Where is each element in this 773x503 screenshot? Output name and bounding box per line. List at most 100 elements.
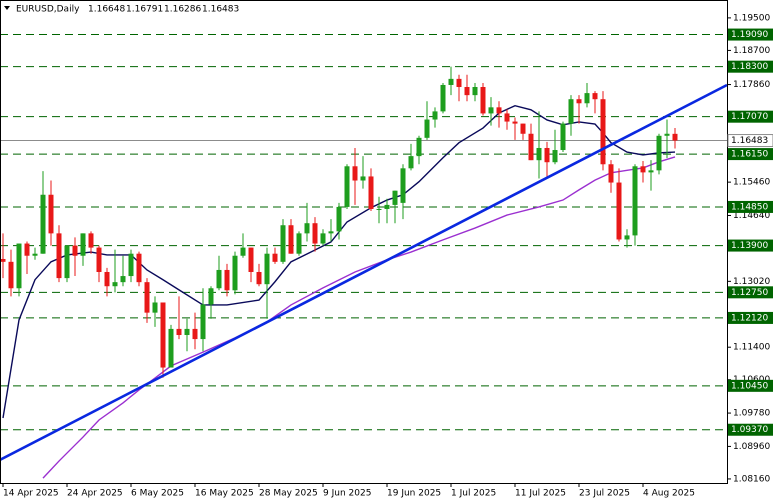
trend-line	[0, 83, 728, 461]
candle-body	[280, 225, 286, 262]
x-tick-label: 11 Jul 2025	[515, 489, 566, 499]
level-label-bg	[728, 239, 773, 252]
candle-body	[432, 111, 438, 120]
level-label: 1.16150	[731, 150, 768, 160]
candle-body	[48, 194, 54, 234]
y-tick-label: 1.17860	[733, 80, 770, 90]
candle-body	[544, 147, 550, 163]
collapse-icon	[4, 6, 10, 10]
level-label-bg	[728, 148, 773, 161]
y-tick-label: 1.08960	[733, 442, 770, 452]
level-label-bg	[728, 110, 773, 123]
candle-body	[320, 233, 326, 244]
candle-body	[616, 182, 622, 240]
candle-body	[112, 282, 118, 287]
plot-area	[0, 34, 728, 479]
candle-body	[240, 247, 246, 256]
level-label-bg	[728, 379, 773, 392]
candle-body	[16, 243, 22, 289]
level-label: 1.14850	[731, 202, 768, 212]
x-tick-label: 6 May 2025	[131, 489, 184, 499]
candle-body	[312, 223, 318, 244]
candle-body	[200, 304, 206, 340]
candle-body	[568, 99, 574, 124]
candle-body	[480, 87, 486, 114]
header: EURUSD,Daily 1.16648 1.16791 1.16286 1.1…	[4, 5, 239, 15]
candle-body	[336, 206, 342, 232]
x-tick-label: 14 Apr 2025	[3, 489, 59, 499]
high-value: 1.16791	[126, 5, 163, 15]
candle-body	[40, 194, 46, 254]
candle-body	[152, 302, 158, 313]
candle-body	[592, 93, 598, 100]
candle-body	[160, 302, 166, 368]
candle-body	[400, 168, 406, 203]
y-tick-label: 1.15460	[733, 178, 770, 188]
candle-body	[584, 93, 590, 104]
candle-body	[424, 119, 430, 138]
candle-body	[168, 328, 174, 368]
plot-frame	[0, 0, 728, 484]
candle-body	[344, 166, 350, 207]
level-label-bg	[728, 423, 773, 436]
x-tick-label: 16 May 2025	[195, 489, 254, 499]
candle-body	[552, 150, 558, 163]
candle-body	[600, 99, 606, 165]
candle-body	[216, 269, 222, 289]
candle-body	[256, 271, 262, 285]
candle-body	[376, 208, 382, 210]
level-label: 1.13900	[731, 241, 768, 251]
candle-body	[528, 133, 534, 161]
x-tick-label: 24 Apr 2025	[67, 489, 123, 499]
candle-body	[296, 233, 302, 254]
level-label-bg	[728, 311, 773, 324]
open-value: 1.16648	[88, 5, 125, 15]
level-label-bg	[728, 200, 773, 213]
candle-body	[120, 276, 126, 283]
candle-body	[328, 231, 334, 234]
candle-body	[352, 166, 358, 181]
level-label-bg	[728, 286, 773, 299]
candle-body	[440, 84, 446, 112]
candle-body	[144, 282, 150, 313]
level-label: 1.18300	[731, 62, 768, 72]
candle-body	[656, 135, 662, 171]
candle-body	[128, 253, 134, 277]
x-tick-label: 1 Jul 2025	[451, 489, 496, 499]
low-value: 1.16286	[164, 5, 201, 15]
y-tick-label: 1.13020	[733, 277, 770, 287]
y-tick-label: 1.11400	[733, 343, 770, 353]
candle-body	[232, 255, 238, 291]
y-tick-label: 1.19500	[733, 13, 770, 23]
x-tick-label: 19 Jun 2025	[387, 489, 441, 499]
level-label-bg	[728, 28, 773, 41]
close-value: 1.16483	[202, 5, 239, 15]
level-label: 1.17070	[731, 112, 768, 122]
moving-average	[42, 156, 676, 479]
price-label-bg	[727, 134, 773, 148]
candle-body	[496, 107, 502, 114]
candle-body	[504, 113, 510, 122]
candle-body	[88, 233, 94, 248]
level-label: 1.12120	[731, 313, 768, 323]
candle-body	[672, 133, 678, 141]
candle-body	[520, 123, 526, 134]
candle-body	[536, 147, 542, 161]
x-tick-label: 23 Jul 2025	[579, 489, 630, 499]
candle-body	[104, 271, 110, 287]
candle-body	[664, 133, 670, 136]
candle-body	[208, 288, 214, 305]
candle-body	[456, 78, 462, 88]
candle-body	[392, 190, 398, 205]
candle-body	[464, 87, 470, 96]
price-label: 1.16483	[731, 136, 768, 146]
candle-body	[560, 123, 566, 151]
candle-body	[32, 253, 38, 256]
candle-body	[56, 233, 62, 279]
candle-body	[608, 164, 614, 183]
candle-body	[192, 328, 198, 340]
candle-body	[136, 253, 142, 283]
level-label-bg	[728, 60, 773, 73]
candle-body	[448, 78, 454, 85]
